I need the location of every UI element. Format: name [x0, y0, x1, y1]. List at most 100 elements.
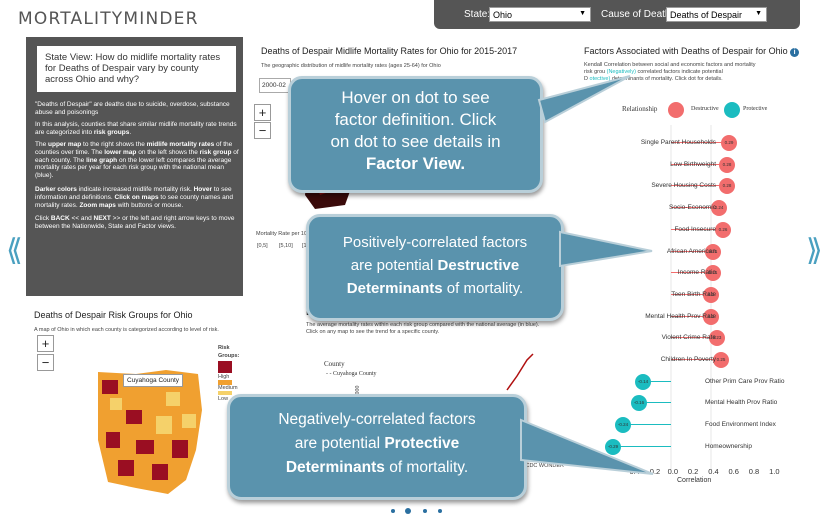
- factor-label: Socio-Economic: [669, 204, 716, 212]
- callout-destructive: Positively-correlated factors are potent…: [306, 214, 564, 321]
- factor-label: Single Parent Households: [640, 139, 716, 146]
- pager-dot-1[interactable]: [391, 509, 395, 513]
- factor-label: Children In Poverty: [660, 356, 716, 363]
- county-tooltip: Cuyahoga County: [123, 374, 184, 387]
- factor-label: Mental Health Prov Ratio: [705, 399, 778, 407]
- factor-stem: [671, 207, 719, 209]
- line-legend-item: - - Cuyahoga County: [326, 371, 377, 377]
- relationship-label: Relationship: [622, 105, 658, 113]
- risk-swatch-high: [218, 361, 232, 373]
- factor-stem: [671, 272, 713, 274]
- factors-desc-1: Kendall Correlation between social and e…: [584, 62, 756, 68]
- rates-legend-title: Mortality Rate per 100: [256, 231, 311, 237]
- rates-legend-range-2: [5,10]: [279, 243, 293, 249]
- factor-label: Mental Health Prov Rate: [645, 312, 716, 320]
- maps-paragraph: The upper map to the right shows the mid…: [35, 141, 239, 180]
- state-select-value: Ohio: [493, 10, 513, 20]
- factor-dot[interactable]: 0.28: [719, 156, 735, 173]
- factor-dot[interactable]: -0.29: [605, 438, 621, 455]
- factor-dot[interactable]: -0.14: [635, 373, 651, 390]
- factor-dot[interactable]: -0.24: [615, 417, 631, 434]
- period-select[interactable]: 2000-02: [259, 78, 291, 93]
- line-graph-note-1: The average mortality rates within each …: [306, 322, 540, 328]
- destructive-legend-dot: [668, 102, 684, 118]
- state-view-panel: State View: How do midlife mortality rat…: [26, 37, 243, 296]
- factor-label: Violent Crime Rate: [661, 334, 716, 342]
- protective-legend-dot: [724, 102, 740, 118]
- rates-map-subtitle: The geographic distribution of midlife m…: [261, 63, 441, 69]
- cause-label: Cause of Death:: [601, 9, 674, 20]
- line-legend-title: County: [324, 360, 345, 368]
- factor-dot[interactable]: 0.26: [715, 221, 731, 238]
- callout-hover-dot: Hover on dot to see factor definition. C…: [288, 76, 543, 193]
- callout-protective: Negatively-correlated factors are potent…: [227, 394, 527, 500]
- factor-dot[interactable]: -0.16: [631, 395, 647, 412]
- protective-legend-label: Protective: [743, 106, 768, 112]
- factor-stem: [671, 315, 711, 317]
- chevron-down-icon: ▼: [579, 10, 586, 17]
- factor-label: Food Insecure: [674, 225, 716, 233]
- cause-select[interactable]: Deaths of Despair ▼: [666, 7, 767, 22]
- factors-desc-2: risk grou (Negatively) correlated factor…: [584, 69, 723, 75]
- factor-label: Other Prim Care Prov Ratio: [705, 377, 785, 385]
- factor-dot[interactable]: 0.28: [719, 178, 735, 195]
- factor-dot[interactable]: 0.21: [705, 243, 721, 260]
- zoom-out-button[interactable]: −: [254, 122, 271, 139]
- risk-zoom-in-button[interactable]: +: [37, 335, 54, 352]
- line-graph-note-2: Click on any map to see the trend for a …: [306, 329, 440, 335]
- factor-dot[interactable]: 0.29: [721, 135, 737, 151]
- state-label: State:: [464, 9, 491, 20]
- back-arrow[interactable]: ⟪: [6, 233, 23, 268]
- factor-dot[interactable]: 0.23: [709, 330, 725, 347]
- pager-dot-4[interactable]: [438, 509, 442, 513]
- intro-paragraph: "Deaths of Despair" are deaths due to su…: [35, 101, 230, 116]
- factor-label: Income Ratio: [677, 269, 716, 277]
- factor-dot[interactable]: 0.21: [705, 265, 721, 282]
- callout-pointer-3: [520, 418, 654, 475]
- factor-dot[interactable]: 0.25: [713, 352, 729, 368]
- callout-pointer-2: [559, 230, 653, 268]
- line-graph-series: [506, 353, 534, 391]
- factor-dot[interactable]: 0.24: [711, 200, 727, 217]
- state-select[interactable]: Ohio ▼: [489, 7, 591, 22]
- factor-dot[interactable]: 0.2: [703, 286, 719, 303]
- navigation-paragraph: Click BACK << and NEXT >> or the left an…: [35, 215, 235, 230]
- color-paragraph: Darker colors indicate increased midlife…: [35, 186, 234, 209]
- info-icon[interactable]: i: [790, 48, 800, 57]
- risk-map-title: Deaths of Despair Risk Groups for Ohio: [34, 310, 193, 320]
- factor-stem: [613, 445, 671, 447]
- factor-stem: [671, 250, 713, 252]
- risk-legend-medium: Medium: [218, 385, 238, 391]
- correlation-tick: 0.4: [708, 467, 719, 476]
- factor-dot[interactable]: 0.2: [703, 308, 719, 325]
- factor-label: Low Birthweight: [670, 160, 716, 168]
- correlation-tick: 0.6: [728, 467, 739, 476]
- risk-legend-high: High: [218, 374, 230, 380]
- risk-map[interactable]: [96, 370, 206, 495]
- factor-label: Homeownership: [705, 442, 752, 450]
- factor-label: Teen Birth Rate: [671, 290, 716, 298]
- correlation-axis-label: Correlation: [677, 477, 712, 484]
- pager-dot-3[interactable]: [423, 509, 427, 513]
- correlation-tick: 0.2: [687, 467, 699, 476]
- risk-zoom-out-button[interactable]: −: [37, 354, 54, 371]
- destructive-legend-label: Destructive: [691, 106, 719, 112]
- risk-swatch-low: [218, 391, 232, 395]
- pager-dot-2[interactable]: [405, 508, 411, 514]
- zoom-in-button[interactable]: +: [254, 104, 271, 121]
- correlation-tick: 0.0: [667, 467, 679, 476]
- factors-desc-3: D otective) determinants of mortality. C…: [584, 76, 723, 82]
- factor-stem: [671, 185, 727, 187]
- factor-label: Food Environment Index: [705, 421, 776, 429]
- rates-legend-range-1: [0,5]: [257, 243, 268, 249]
- risk-group-paragraph: In this analysis, counties that share si…: [35, 121, 237, 136]
- factor-stem: [671, 228, 723, 230]
- factor-label: Severe Housing Costs: [651, 182, 716, 190]
- factors-title: Factors Associated with Deaths of Despai…: [584, 46, 800, 57]
- factor-stem: [643, 380, 671, 382]
- line-source: Source: CDC WONDER: [505, 463, 564, 469]
- factor-stem: [623, 424, 671, 426]
- risk-legend-title-2: Groups:: [218, 353, 240, 359]
- callout-pointer-1: [537, 75, 631, 124]
- next-arrow[interactable]: ⟫: [806, 233, 823, 268]
